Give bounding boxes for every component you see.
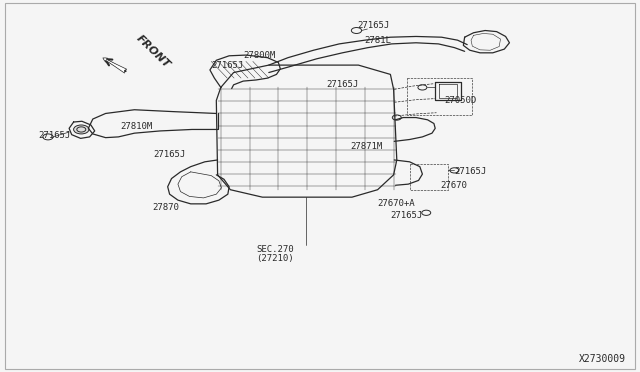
Text: 27165J: 27165J: [211, 61, 243, 70]
Text: 27165J: 27165J: [357, 21, 389, 30]
Text: 27870: 27870: [152, 203, 179, 212]
Text: 27165J: 27165J: [154, 150, 186, 159]
Text: 27670+A: 27670+A: [378, 199, 415, 208]
Text: 2781L: 2781L: [365, 36, 392, 45]
Text: 27670: 27670: [440, 181, 467, 190]
Text: SEC.270: SEC.270: [256, 245, 294, 254]
Text: 27871M: 27871M: [351, 142, 383, 151]
Text: 27050D: 27050D: [445, 96, 477, 105]
Text: 27165J: 27165J: [326, 80, 358, 89]
Text: 27165J: 27165J: [38, 131, 70, 140]
Text: 27165J: 27165J: [390, 211, 422, 219]
Text: 27810M: 27810M: [120, 122, 152, 131]
Text: 27800M: 27800M: [243, 51, 275, 60]
Circle shape: [74, 125, 89, 134]
Text: (27210): (27210): [256, 254, 294, 263]
Text: X2730009: X2730009: [579, 354, 626, 364]
Text: FRONT: FRONT: [134, 33, 172, 70]
Text: 27165J: 27165J: [454, 167, 486, 176]
